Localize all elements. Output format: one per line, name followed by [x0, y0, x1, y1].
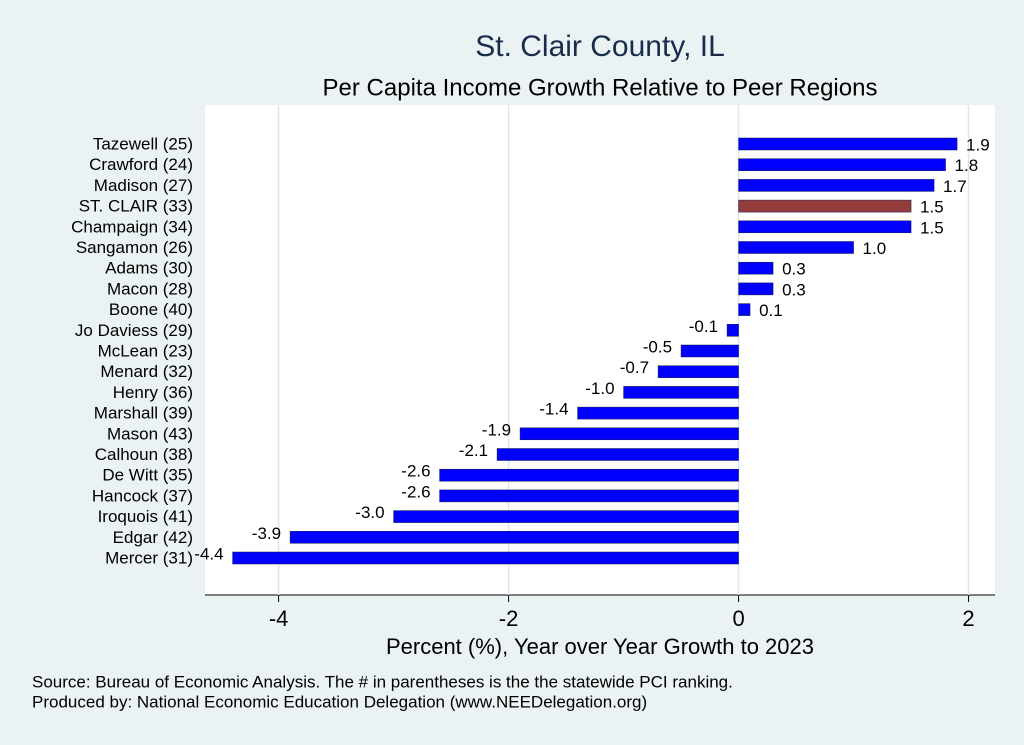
- y-tick-label: Mason (43): [107, 424, 193, 443]
- value-label: -4.4: [194, 544, 223, 563]
- bar: [232, 551, 739, 565]
- bar: [738, 137, 958, 151]
- y-tick-label: Crawford (24): [89, 155, 193, 174]
- value-label: 0.3: [782, 260, 806, 279]
- value-label: -1.4: [539, 400, 568, 419]
- value-label: -2.6: [401, 482, 430, 501]
- value-label: 1.9: [966, 135, 990, 154]
- value-label: 1.8: [955, 156, 979, 175]
- y-tick-label: Menard (32): [100, 362, 193, 381]
- chart-subtitle: Per Capita Income Growth Relative to Pee…: [323, 74, 878, 101]
- y-tick-label: Mercer (31): [105, 548, 193, 567]
- note: Produced by: National Economic Education…: [32, 692, 647, 711]
- bar: [738, 303, 751, 316]
- y-tick-label: De Witt (35): [102, 466, 193, 485]
- chart-title: St. Clair County, IL: [475, 30, 725, 63]
- value-label: -0.7: [620, 358, 649, 377]
- y-tick-label: Adams (30): [105, 259, 193, 278]
- value-label: -0.5: [643, 337, 672, 356]
- value-label: -3.0: [355, 503, 384, 522]
- y-tick-label: Edgar (42): [113, 528, 193, 547]
- y-tick-label: Madison (27): [94, 176, 193, 195]
- value-label: -3.9: [252, 524, 281, 543]
- bar: [623, 386, 739, 399]
- y-tick-label: McLean (23): [98, 341, 193, 360]
- bar: [738, 282, 774, 296]
- y-tick-label: Iroquois (41): [98, 507, 193, 526]
- value-label: 1.7: [943, 177, 967, 196]
- bar: [657, 365, 739, 378]
- bar: [496, 448, 739, 461]
- bar: [738, 158, 946, 171]
- value-label: 1.5: [920, 198, 944, 217]
- y-tick-label: Champaign (34): [71, 217, 193, 236]
- bar: [519, 427, 739, 441]
- x-tick-label: 2: [962, 606, 974, 631]
- value-label: -1.0: [585, 379, 614, 398]
- value-label: -2.1: [459, 441, 488, 460]
- bar: [726, 324, 739, 337]
- y-tick-label: Jo Daviess (29): [75, 321, 193, 340]
- bar: [439, 489, 739, 503]
- value-label: 1.0: [863, 239, 887, 258]
- value-label: -1.9: [482, 420, 511, 439]
- bar: [393, 510, 739, 523]
- value-label: 0.3: [782, 280, 806, 299]
- bar: [439, 468, 739, 482]
- y-tick-label: Henry (36): [113, 383, 193, 402]
- x-axis-label: Percent (%), Year over Year Growth to 20…: [386, 634, 814, 659]
- y-tick-label: Calhoun (38): [95, 445, 193, 464]
- bar: [577, 406, 739, 420]
- bar: [738, 199, 912, 213]
- y-tick-label: Hancock (37): [92, 486, 193, 505]
- value-label: -0.1: [689, 317, 718, 336]
- bar: [738, 179, 935, 192]
- x-tick-label: -4: [269, 606, 289, 631]
- y-tick-label: Marshall (39): [94, 404, 193, 423]
- y-tick-label: Sangamon (26): [76, 238, 193, 257]
- bar: [680, 344, 739, 358]
- y-tick-label: Boone (40): [109, 300, 193, 319]
- x-tick-label: -2: [499, 606, 519, 631]
- bar: [738, 241, 854, 254]
- y-tick-label: Tazewell (25): [93, 134, 193, 153]
- y-tick-label: ST. CLAIR (33): [79, 197, 193, 216]
- value-label: 0.1: [759, 301, 783, 320]
- value-label: -2.6: [401, 462, 430, 481]
- value-label: 1.5: [920, 218, 944, 237]
- y-tick-label: Macon (28): [107, 279, 193, 298]
- bar: [289, 531, 739, 544]
- bar: [738, 261, 774, 275]
- x-tick-label: 0: [732, 606, 744, 631]
- bar: [738, 220, 912, 234]
- note: Source: Bureau of Economic Analysis. The…: [32, 672, 733, 691]
